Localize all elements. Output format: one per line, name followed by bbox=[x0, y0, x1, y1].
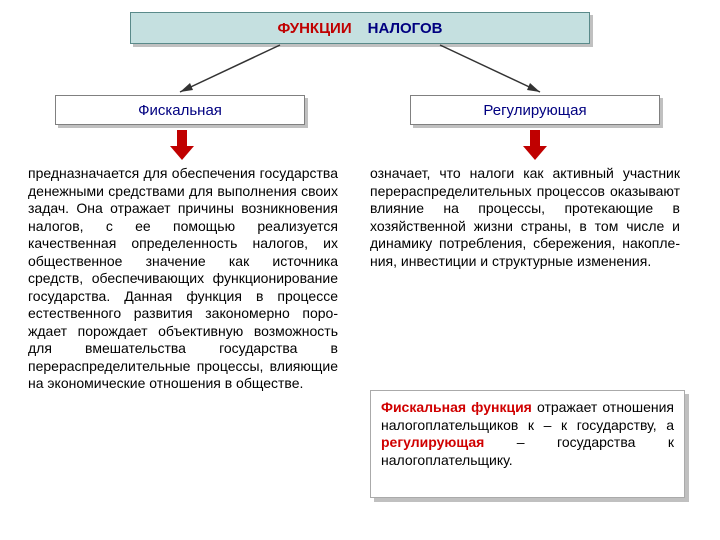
desc-regulating: означает, что налоги как активный участн… bbox=[370, 165, 680, 270]
footer-word-fiscal: Фискальная функция bbox=[381, 399, 532, 415]
sub-front: Регулирующая bbox=[410, 95, 660, 125]
footer-box: Фискальная функция отражает отношения на… bbox=[370, 390, 685, 498]
sub-label-fiscal: Фискальная bbox=[138, 102, 222, 119]
footer-word-regulating: регулирующая bbox=[381, 434, 484, 450]
title-front: ФУНКЦИИ НАЛОГОВ bbox=[130, 12, 590, 44]
title-box: ФУНКЦИИ НАЛОГОВ bbox=[130, 12, 590, 44]
desc-fiscal: предназначается для обеспечения государс… bbox=[28, 165, 338, 393]
sub-box-regulating: Регулирующая bbox=[410, 95, 660, 125]
footer-front: Фискальная функция отражает отношения на… bbox=[370, 390, 685, 498]
sub-label-regulating: Регулирующая bbox=[483, 102, 586, 119]
sub-front: Фискальная bbox=[55, 95, 305, 125]
title-word-left: ФУНКЦИИ bbox=[278, 20, 352, 37]
title-word-right: НАЛОГОВ bbox=[368, 20, 443, 37]
sub-box-fiscal: Фискальная bbox=[55, 95, 305, 125]
down-arrow-icon bbox=[170, 130, 194, 162]
down-arrow-icon bbox=[523, 130, 547, 162]
